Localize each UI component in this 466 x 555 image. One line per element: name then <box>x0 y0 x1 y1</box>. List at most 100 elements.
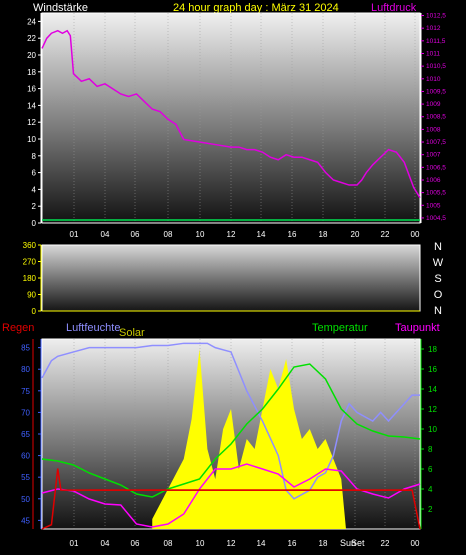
humidity-tick-labels: 45 50 55 60 65 70 75 80 85 <box>21 344 41 525</box>
wind-tick-0: 0 <box>32 219 37 228</box>
sunset-label-set: Set <box>351 538 365 548</box>
bottom-x-tick-16-7: 16 <box>288 539 297 548</box>
wind-axis-label: Windstärke <box>33 2 88 14</box>
humidity-tick-45: 45 <box>21 516 30 525</box>
top-grid <box>73 13 416 223</box>
pressure-tick-0: 1004,5 <box>426 215 446 222</box>
top-series <box>41 29 421 221</box>
rain-axis-label: Regen <box>2 322 34 334</box>
bottom-x-tick-06-2: 06 <box>131 539 140 548</box>
compass-label-1: W <box>433 257 444 269</box>
pressure-tick-12: 1010,5 <box>426 63 446 70</box>
top-x-tick-04-1: 04 <box>101 230 110 239</box>
pressure-line <box>41 29 421 199</box>
top-x-tick-18-8: 18 <box>319 230 328 239</box>
pressure-tick-1: 1005 <box>426 202 441 209</box>
top-x-tick-14-6: 14 <box>257 230 266 239</box>
temperature-tick-4: 4 <box>428 485 433 494</box>
wind-tick-2: 2 <box>32 202 37 211</box>
pressure-tick-11: 1010 <box>426 76 441 83</box>
top-x-tick-01-0: 01 <box>70 230 79 239</box>
temperature-tick-labels: 2 4 6 8 10 12 14 16 18 <box>421 345 437 514</box>
dewpoint-axis-label: Taupunkt <box>395 322 440 334</box>
direction-plot-area <box>41 244 421 312</box>
temperature-tick-18: 18 <box>428 345 437 354</box>
direction-tick-2: 180 <box>23 274 37 283</box>
wind-tick-22: 22 <box>27 34 36 43</box>
humidity-line <box>41 342 420 500</box>
humidity-tick-75: 75 <box>21 387 30 396</box>
humidity-tick-80: 80 <box>21 365 30 374</box>
wind-tick-14: 14 <box>27 101 36 110</box>
bottom-x-tick-18-8: 18 <box>319 539 328 548</box>
compass-label-2: S <box>434 273 441 285</box>
pressure-tick-15: 1012 <box>426 25 441 32</box>
direction-tick-4: 0 <box>32 307 37 316</box>
wind-tick-12: 12 <box>27 118 36 127</box>
dewpoint-line <box>41 463 421 528</box>
wind-tick-24: 24 <box>27 17 36 26</box>
temperature-tick-2: 2 <box>428 505 433 514</box>
humidity-tick-55: 55 <box>21 473 30 482</box>
temperature-tick-8: 8 <box>428 445 433 454</box>
bottom-series <box>41 342 421 530</box>
wind-tick-10: 10 <box>27 135 36 144</box>
temperature-tick-14: 14 <box>428 385 437 394</box>
pressure-tick-3: 1006 <box>426 177 441 184</box>
direction-tick-0: 360 <box>23 241 37 250</box>
temperature-axis-label: Temperatur <box>312 322 368 334</box>
pressure-tick-9: 1009 <box>426 101 441 108</box>
humidity-tick-65: 65 <box>21 430 30 439</box>
chart-title: 24 hour graph day : März 31 2024 <box>173 2 339 14</box>
solar-axis-label: Solar <box>119 327 145 339</box>
top-x-tick-labels: 01 04 06 08 10 12 14 16 18 20 22 00 <box>70 230 420 239</box>
bottom-x-tick-04-1: 04 <box>101 539 110 548</box>
compass-label-4: N <box>434 305 442 317</box>
bottom-x-tick-labels: 01 04 06 08 10 12 14 16 18 22 00 <box>70 539 420 548</box>
temperature-line <box>41 363 421 498</box>
humidity-tick-70: 70 <box>21 408 30 417</box>
compass-label-0: N <box>434 241 442 253</box>
bottom-x-tick-14-6: 14 <box>257 539 266 548</box>
humidity-tick-50: 50 <box>21 495 30 504</box>
bottom-x-tick-00-11: 00 <box>411 539 420 548</box>
bottom-x-tick-10-4: 10 <box>196 539 205 548</box>
pressure-tick-10: 1009,5 <box>426 88 446 95</box>
pressure-tick-4: 1006,5 <box>426 164 446 171</box>
bottom-x-tick-12-5: 12 <box>227 539 236 548</box>
bottom-x-tick-22-10: 22 <box>381 539 390 548</box>
pressure-tick-13: 1011 <box>426 50 440 57</box>
wind-tick-4: 4 <box>32 185 37 194</box>
pressure-axis-label: Luftdruck <box>371 2 417 14</box>
wind-tick-16: 16 <box>27 85 36 94</box>
humidity-axis-label: Luftfeuchte <box>66 322 120 334</box>
pressure-tick-16: 1012,5 <box>426 13 446 20</box>
direction-tick-3: 90 <box>27 291 36 300</box>
top-x-tick-10-4: 10 <box>196 230 205 239</box>
top-x-tick-06-2: 06 <box>131 230 140 239</box>
wind-tick-6: 6 <box>32 169 37 178</box>
direction-tick-1: 270 <box>23 258 37 267</box>
pressure-tick-6: 1007,5 <box>426 139 446 146</box>
humidity-tick-85: 85 <box>21 344 30 353</box>
top-x-tick-20-9: 20 <box>351 230 360 239</box>
bottom-x-tick-01-0: 01 <box>70 539 79 548</box>
wind-tick-20: 20 <box>27 51 36 60</box>
top-x-tick-16-7: 16 <box>288 230 297 239</box>
top-x-tick-00-11: 00 <box>411 230 420 239</box>
humidity-tick-60: 60 <box>21 452 30 461</box>
pressure-tick-7: 1008 <box>426 126 441 133</box>
pressure-tick-2: 1005,5 <box>426 190 446 197</box>
pressure-tick-labels: 1004,5 1005 1005,5 1006 1006,5 1007 1007,5 1008… <box>421 13 446 222</box>
pressure-tick-8: 1008,5 <box>426 114 446 121</box>
wind-tick-18: 18 <box>27 68 36 77</box>
pressure-tick-5: 1007 <box>426 152 441 159</box>
top-x-tick-08-3: 08 <box>164 230 173 239</box>
top-x-tick-12-5: 12 <box>227 230 236 239</box>
top-x-tick-22-10: 22 <box>381 230 390 239</box>
sunset-label-sun: Sun <box>340 538 356 548</box>
solar-area <box>152 349 346 529</box>
pressure-tick-14: 1011,5 <box>426 38 446 45</box>
